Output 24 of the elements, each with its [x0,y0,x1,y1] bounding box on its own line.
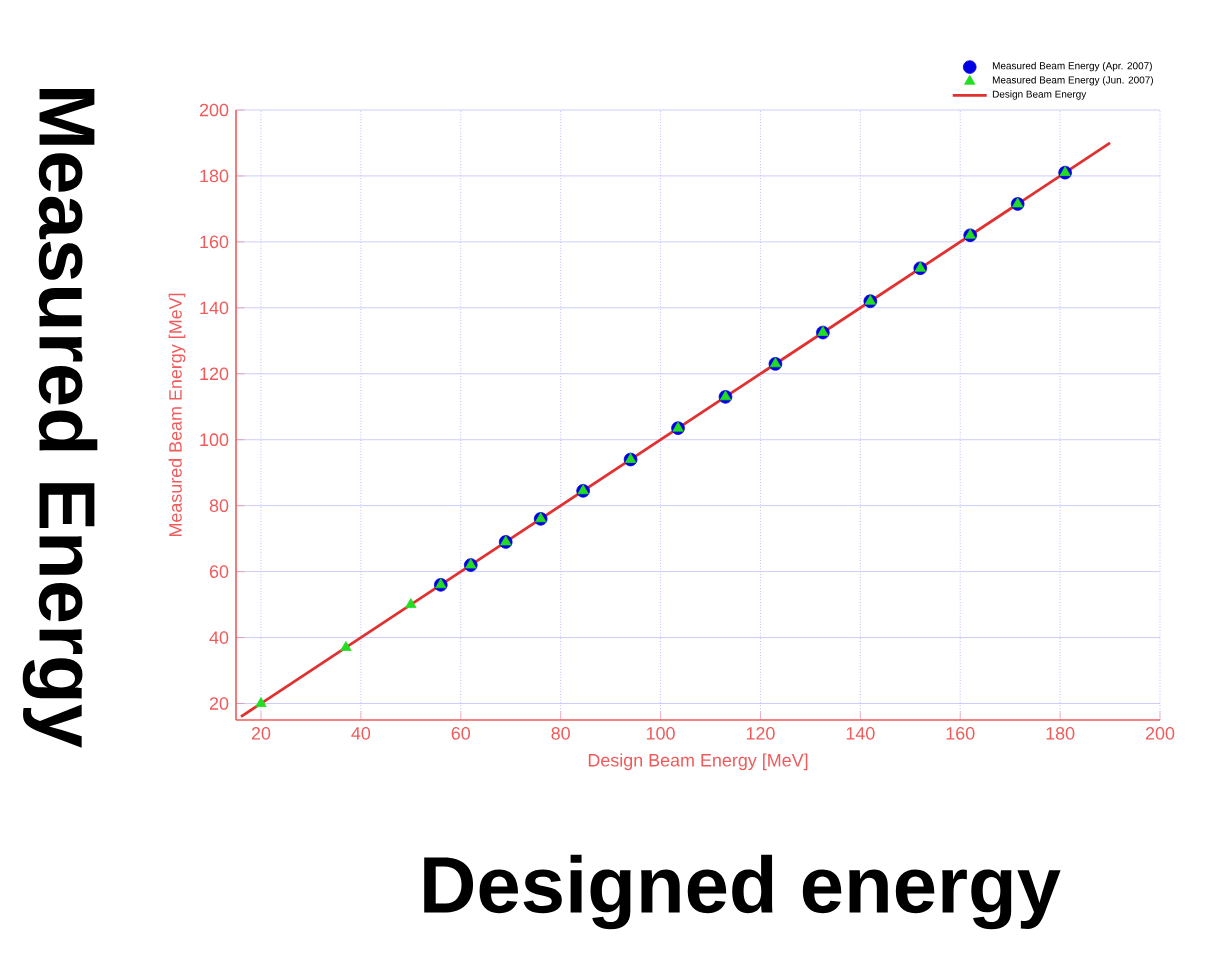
y-tick-label: 160 [200,235,229,249]
x-tick-label: 20 [251,727,271,740]
y-tick-label: 200 [199,103,229,117]
x-tick-label: 40 [351,727,371,740]
x-tick-label: 120 [746,727,775,740]
x-tick-label: 180 [1046,727,1075,740]
y-tick-label: 40 [209,631,229,644]
x-tick-label: 100 [646,727,675,740]
x-tick-label: 60 [451,727,471,740]
y-tick-label: 140 [200,301,229,315]
x-tick-label: 160 [946,727,975,740]
y-tick-label: 80 [209,499,229,513]
y-tick-label: 20 [209,697,229,710]
x-tick-label: 140 [846,727,875,740]
text: Designed energy [424,854,1061,930]
text: Measured Energy [22,89,98,748]
y-tick-label: 180 [200,169,229,183]
y-tick-label: 60 [209,565,229,578]
x-axis-title: Design Beam Energy [MeV] [588,753,808,771]
x-tick-label: 200 [1145,727,1175,740]
x-tick-label: 80 [551,727,570,740]
y-tick-label: 100 [200,433,229,447]
y-axis-title: Measured Beam Energy [MeV] [168,293,186,537]
y-tick-label: 120 [200,367,229,381]
